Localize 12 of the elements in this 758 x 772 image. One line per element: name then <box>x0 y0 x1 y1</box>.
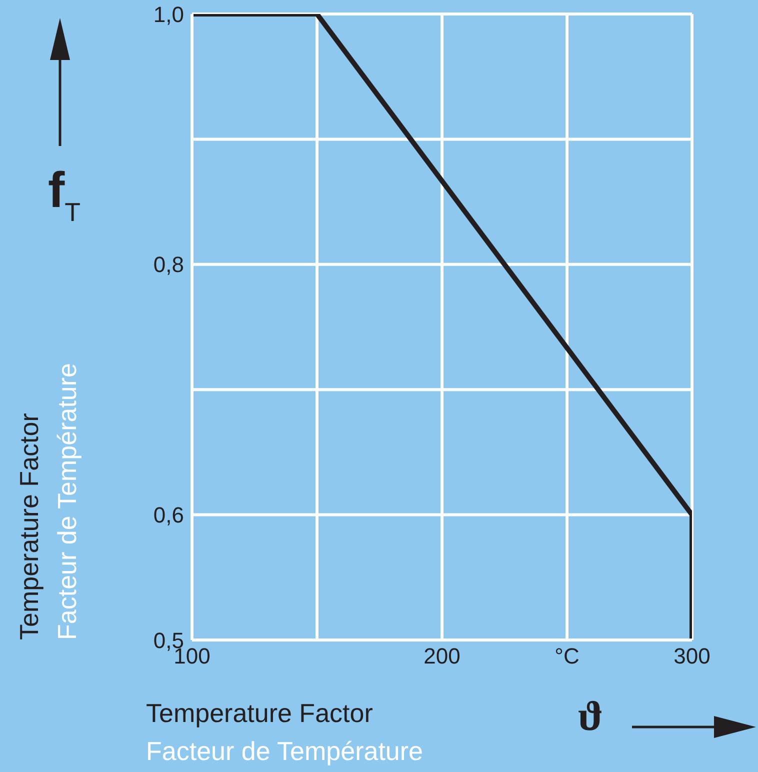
y-tick-label: 0,8 <box>153 252 184 278</box>
text: Facteur de Température <box>146 735 423 768</box>
x-axis-title: ϑ <box>578 694 604 740</box>
x-tick-label: 300 <box>674 644 710 669</box>
x-tick-label: °C <box>554 644 580 669</box>
text: Facteur de Température <box>51 362 83 640</box>
y-axis-title: f$_{T}$ <box>48 162 81 227</box>
x-tick-label: 200 <box>424 644 460 669</box>
y-tick-label: 1,0 <box>153 2 184 27</box>
y-tick-label: 0,6 <box>153 502 184 528</box>
text: Temperature Factor <box>146 697 374 730</box>
text: Temperature Factor <box>13 412 45 640</box>
